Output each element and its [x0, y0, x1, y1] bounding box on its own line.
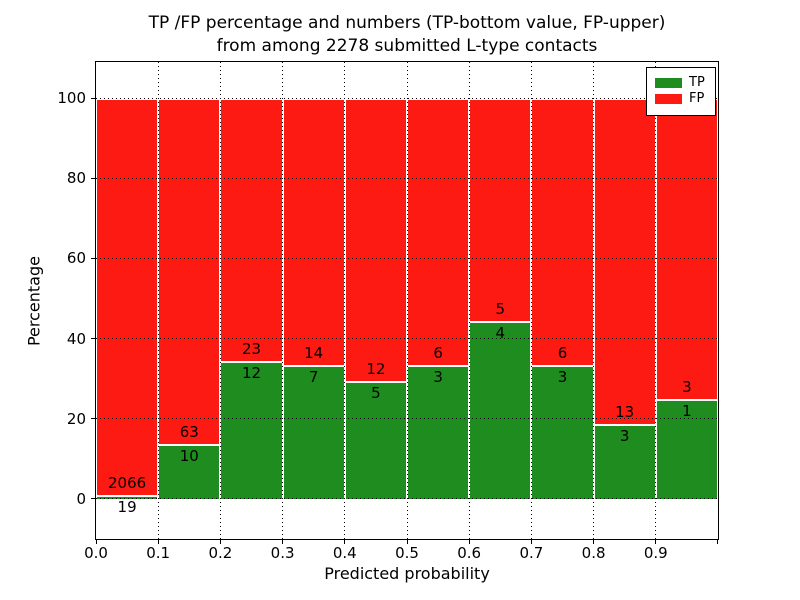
- gridline-vertical: [593, 62, 595, 539]
- gridline-vertical: [157, 62, 159, 539]
- x-tick-mark: [344, 539, 346, 544]
- bar-label-fp: 13: [615, 402, 635, 421]
- bar-fp: [469, 98, 532, 321]
- y-tick-mark: [91, 97, 96, 99]
- bar-fp: [344, 98, 407, 382]
- plot-area: 2066 19 63 10 23 12 14 7 12 5 6 3 5 4 6 3 13 3 3 1: [91, 61, 719, 544]
- bar-tp: [282, 365, 345, 499]
- bar-label-tp: 7: [308, 368, 319, 387]
- gridline-vertical: [344, 62, 346, 539]
- gridline-vertical: [282, 62, 284, 539]
- y-tick-label: 80: [66, 169, 86, 188]
- bar-label-tp: 3: [619, 426, 630, 445]
- x-tick-label: 0.6: [457, 544, 482, 562]
- bar-fp: [655, 98, 718, 399]
- bar-label-tp: 5: [371, 384, 381, 403]
- bar-fp: [282, 98, 345, 366]
- legend-label-tp: TP: [689, 75, 705, 90]
- gridline-vertical: [406, 62, 408, 539]
- legend: TP FP: [646, 67, 716, 116]
- bar-label-fp: 14: [304, 344, 324, 363]
- x-tick-label: 0.9: [643, 544, 668, 562]
- x-tick-label: 0.4: [332, 544, 357, 562]
- bar-label-fp: 23: [241, 340, 262, 359]
- y-tick-mark: [91, 338, 96, 340]
- x-tick-mark: [593, 539, 595, 544]
- x-tick-mark: [406, 539, 408, 544]
- bar-label-tp: 1: [682, 401, 692, 420]
- x-tick-mark: [655, 539, 657, 544]
- legend-label-fp: FP: [689, 91, 705, 106]
- bar-label-fp: 6: [557, 344, 568, 363]
- bar-tp: [593, 423, 656, 499]
- bar-label-fp: 6: [433, 344, 443, 363]
- chart-title-line1: TP /FP percentage and numbers (TP-bottom…: [148, 13, 666, 33]
- gridline-vertical: [468, 62, 470, 539]
- bar-tp: [220, 361, 283, 499]
- x-axis-label: Predicted probability: [324, 564, 490, 583]
- bar-label-fp: 12: [366, 360, 386, 379]
- y-tick-mark: [91, 498, 96, 500]
- x-tick-mark: [219, 539, 221, 544]
- chart-title: TP /FP percentage and numbers (TP-bottom…: [96, 12, 718, 58]
- y-tick-mark: [91, 257, 96, 259]
- gridline-vertical: [219, 62, 221, 539]
- gridline-vertical: [530, 62, 532, 539]
- x-tick-mark: [95, 539, 97, 544]
- y-tick-label: 0: [76, 489, 86, 508]
- bar-fp: [407, 98, 470, 366]
- bar-fp: [220, 98, 283, 362]
- legend-item-fp: FP: [655, 92, 707, 106]
- y-axis-label: Percentage: [24, 256, 44, 347]
- bar-tp: [469, 320, 532, 499]
- bar-tp: [531, 365, 594, 499]
- x-tick-mark: [468, 539, 470, 544]
- x-tick-label: 0.2: [208, 544, 233, 562]
- x-tick-label: 0.7: [519, 544, 544, 562]
- y-tick-label: 20: [66, 409, 86, 428]
- bar-label-tp: 10: [179, 447, 199, 465]
- bar-label-tp: 3: [557, 368, 568, 387]
- bar-label-tp: 3: [433, 368, 443, 387]
- gridline-vertical: [655, 62, 657, 539]
- bar-tp: [158, 444, 221, 499]
- x-tick-mark: [282, 539, 284, 544]
- bar-label-fp: 3: [682, 377, 692, 396]
- x-tick-mark: [530, 539, 532, 544]
- legend-swatch-fp: [655, 94, 682, 104]
- bar-label-fp: 63: [179, 423, 199, 441]
- x-tick-label: 0.8: [581, 544, 606, 562]
- y-tick-mark: [91, 418, 96, 420]
- x-tick-mark: [157, 539, 159, 544]
- x-tick-label: 0.5: [395, 544, 419, 562]
- bar-tp: [96, 495, 159, 499]
- bar-fp: [593, 98, 656, 424]
- legend-swatch-tp: [655, 78, 682, 88]
- bar-tp: [407, 365, 470, 499]
- bar-fp: [531, 98, 594, 366]
- x-tick-label: 0.0: [84, 544, 108, 562]
- y-tick-label: 100: [57, 89, 86, 108]
- y-tick-label: 40: [66, 329, 86, 348]
- x-tick-label: 0.1: [146, 544, 171, 562]
- bar-label-fp: 5: [495, 299, 506, 318]
- bar-label-fp: 2066: [108, 474, 147, 493]
- bar-tp: [655, 398, 718, 499]
- x-tick-mark: [716, 539, 718, 544]
- y-tick-label: 60: [66, 249, 86, 268]
- y-tick-mark: [91, 177, 96, 179]
- legend-item-tp: TP: [655, 76, 707, 90]
- chart-title-line2: from among 2278 submitted L-type contact…: [216, 36, 598, 56]
- bar-label-tp: 19: [117, 498, 137, 517]
- bar-label-tp: 4: [495, 323, 506, 342]
- bar-tp: [344, 381, 407, 499]
- bar-fp: [96, 98, 159, 496]
- bar-label-tp: 12: [241, 364, 262, 383]
- bar-fp: [158, 98, 221, 444]
- x-tick-label: 0.3: [270, 544, 295, 562]
